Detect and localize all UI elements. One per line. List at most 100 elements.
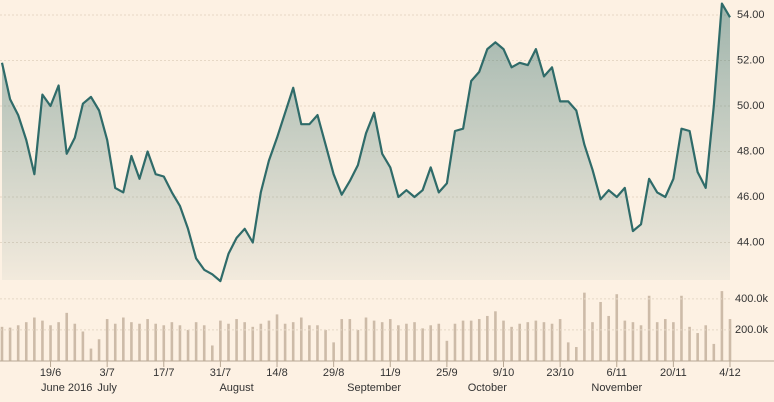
volume-bar	[8, 327, 12, 361]
volume-bar	[405, 323, 408, 361]
x-tick-label: 25/9	[436, 367, 457, 379]
volume-bar	[607, 315, 610, 361]
month-label: October	[468, 382, 507, 394]
volume-bar	[211, 345, 214, 361]
volume-bar	[275, 314, 279, 361]
x-tick-label: 6/11	[606, 367, 627, 379]
volume-bar	[130, 322, 133, 361]
volume-bar	[728, 319, 732, 361]
volume-bar	[388, 319, 392, 361]
volume-bar	[696, 333, 699, 361]
volume-bar	[518, 323, 521, 361]
volume-bar	[445, 340, 449, 361]
volume-bar	[421, 328, 424, 361]
month-label: August	[219, 382, 253, 394]
volume-bar	[89, 348, 93, 361]
volume-bar	[186, 329, 190, 361]
volume-bar	[453, 323, 457, 361]
volume-bar	[251, 326, 255, 361]
volume-bar	[178, 325, 182, 361]
volume-bar	[0, 326, 4, 361]
volume-bar	[316, 325, 319, 361]
volume-bar	[324, 329, 327, 361]
volume-bar	[33, 317, 36, 361]
volume-bar	[558, 319, 562, 361]
volume-bar	[469, 320, 473, 361]
volume-bar	[202, 325, 206, 361]
x-tick-label: 31/7	[210, 367, 231, 379]
volume-bar	[283, 323, 287, 361]
volume-bar	[502, 320, 505, 361]
x-tick-label: 11/9	[380, 367, 401, 379]
volume-bar	[680, 295, 683, 361]
volume-bar	[356, 329, 360, 361]
volume-bar	[688, 326, 691, 361]
volume-bar	[259, 323, 263, 361]
volume-bar	[494, 311, 497, 361]
volume-bar	[429, 325, 433, 361]
volume-bar	[575, 347, 578, 361]
volume-bar	[170, 322, 174, 361]
volume-bar	[49, 325, 52, 361]
volume-bar	[332, 342, 335, 361]
x-tick-label: 29/8	[323, 367, 344, 379]
volume-bar	[57, 322, 60, 361]
volume-bar	[566, 342, 570, 361]
volume-bar	[113, 323, 117, 361]
volume-bar	[486, 315, 489, 361]
volume-bar	[299, 317, 303, 361]
volume-bar	[372, 320, 376, 361]
volume-bar	[348, 319, 352, 361]
volume-bar	[413, 322, 416, 361]
volume-bar	[105, 319, 109, 361]
volume-bar	[138, 323, 141, 361]
volume-bar	[655, 322, 659, 361]
x-tick-label: 17/7	[153, 367, 174, 379]
y-tick-label: 48.00	[737, 145, 765, 157]
month-label: July	[97, 382, 117, 394]
price-area	[2, 3, 730, 282]
volume-bar	[704, 325, 708, 361]
volume-bar	[599, 301, 602, 361]
volume-bar	[219, 320, 222, 361]
y-tick-label: 400.0k	[735, 293, 769, 305]
y-tick-label: 54.00	[737, 9, 765, 21]
volume-bar	[308, 325, 311, 361]
x-tick-label: 19/6	[40, 367, 61, 379]
volume-bar	[97, 339, 101, 361]
x-tick-label: 4/12	[719, 367, 740, 379]
x-tick-label: 20/11	[660, 367, 687, 379]
volume-bar	[41, 320, 44, 361]
volume-bar	[227, 323, 230, 361]
volume-bar	[510, 326, 513, 361]
y-tick-label: 44.00	[737, 236, 765, 248]
volume-bar	[73, 323, 77, 361]
y-tick-label: 46.00	[737, 191, 765, 203]
volume-bar	[24, 322, 28, 361]
volume-bar	[397, 325, 400, 361]
month-label: June 2016	[41, 382, 92, 394]
volume-bar	[267, 320, 271, 361]
volume-bar	[477, 319, 481, 361]
volume-bar	[16, 325, 20, 361]
volume-bar	[162, 325, 166, 361]
volume-bar	[720, 291, 724, 361]
volume-bar	[615, 294, 619, 361]
volume-bar	[122, 317, 125, 361]
volume-bar	[380, 322, 384, 361]
volume-bar	[243, 322, 246, 361]
volume-bar	[542, 322, 546, 361]
volume-bar	[550, 323, 554, 361]
volume-bar	[639, 325, 643, 361]
volume-bar	[647, 295, 651, 361]
volume-bar	[194, 322, 198, 361]
volume-bar	[291, 322, 295, 361]
volume-bar	[146, 319, 149, 361]
volume-bar	[583, 292, 586, 361]
volume-bar	[437, 323, 441, 361]
volume-bar	[631, 322, 635, 361]
volume-bar	[461, 320, 465, 361]
volume-bar	[81, 331, 85, 361]
y-tick-label: 50.00	[737, 100, 765, 112]
